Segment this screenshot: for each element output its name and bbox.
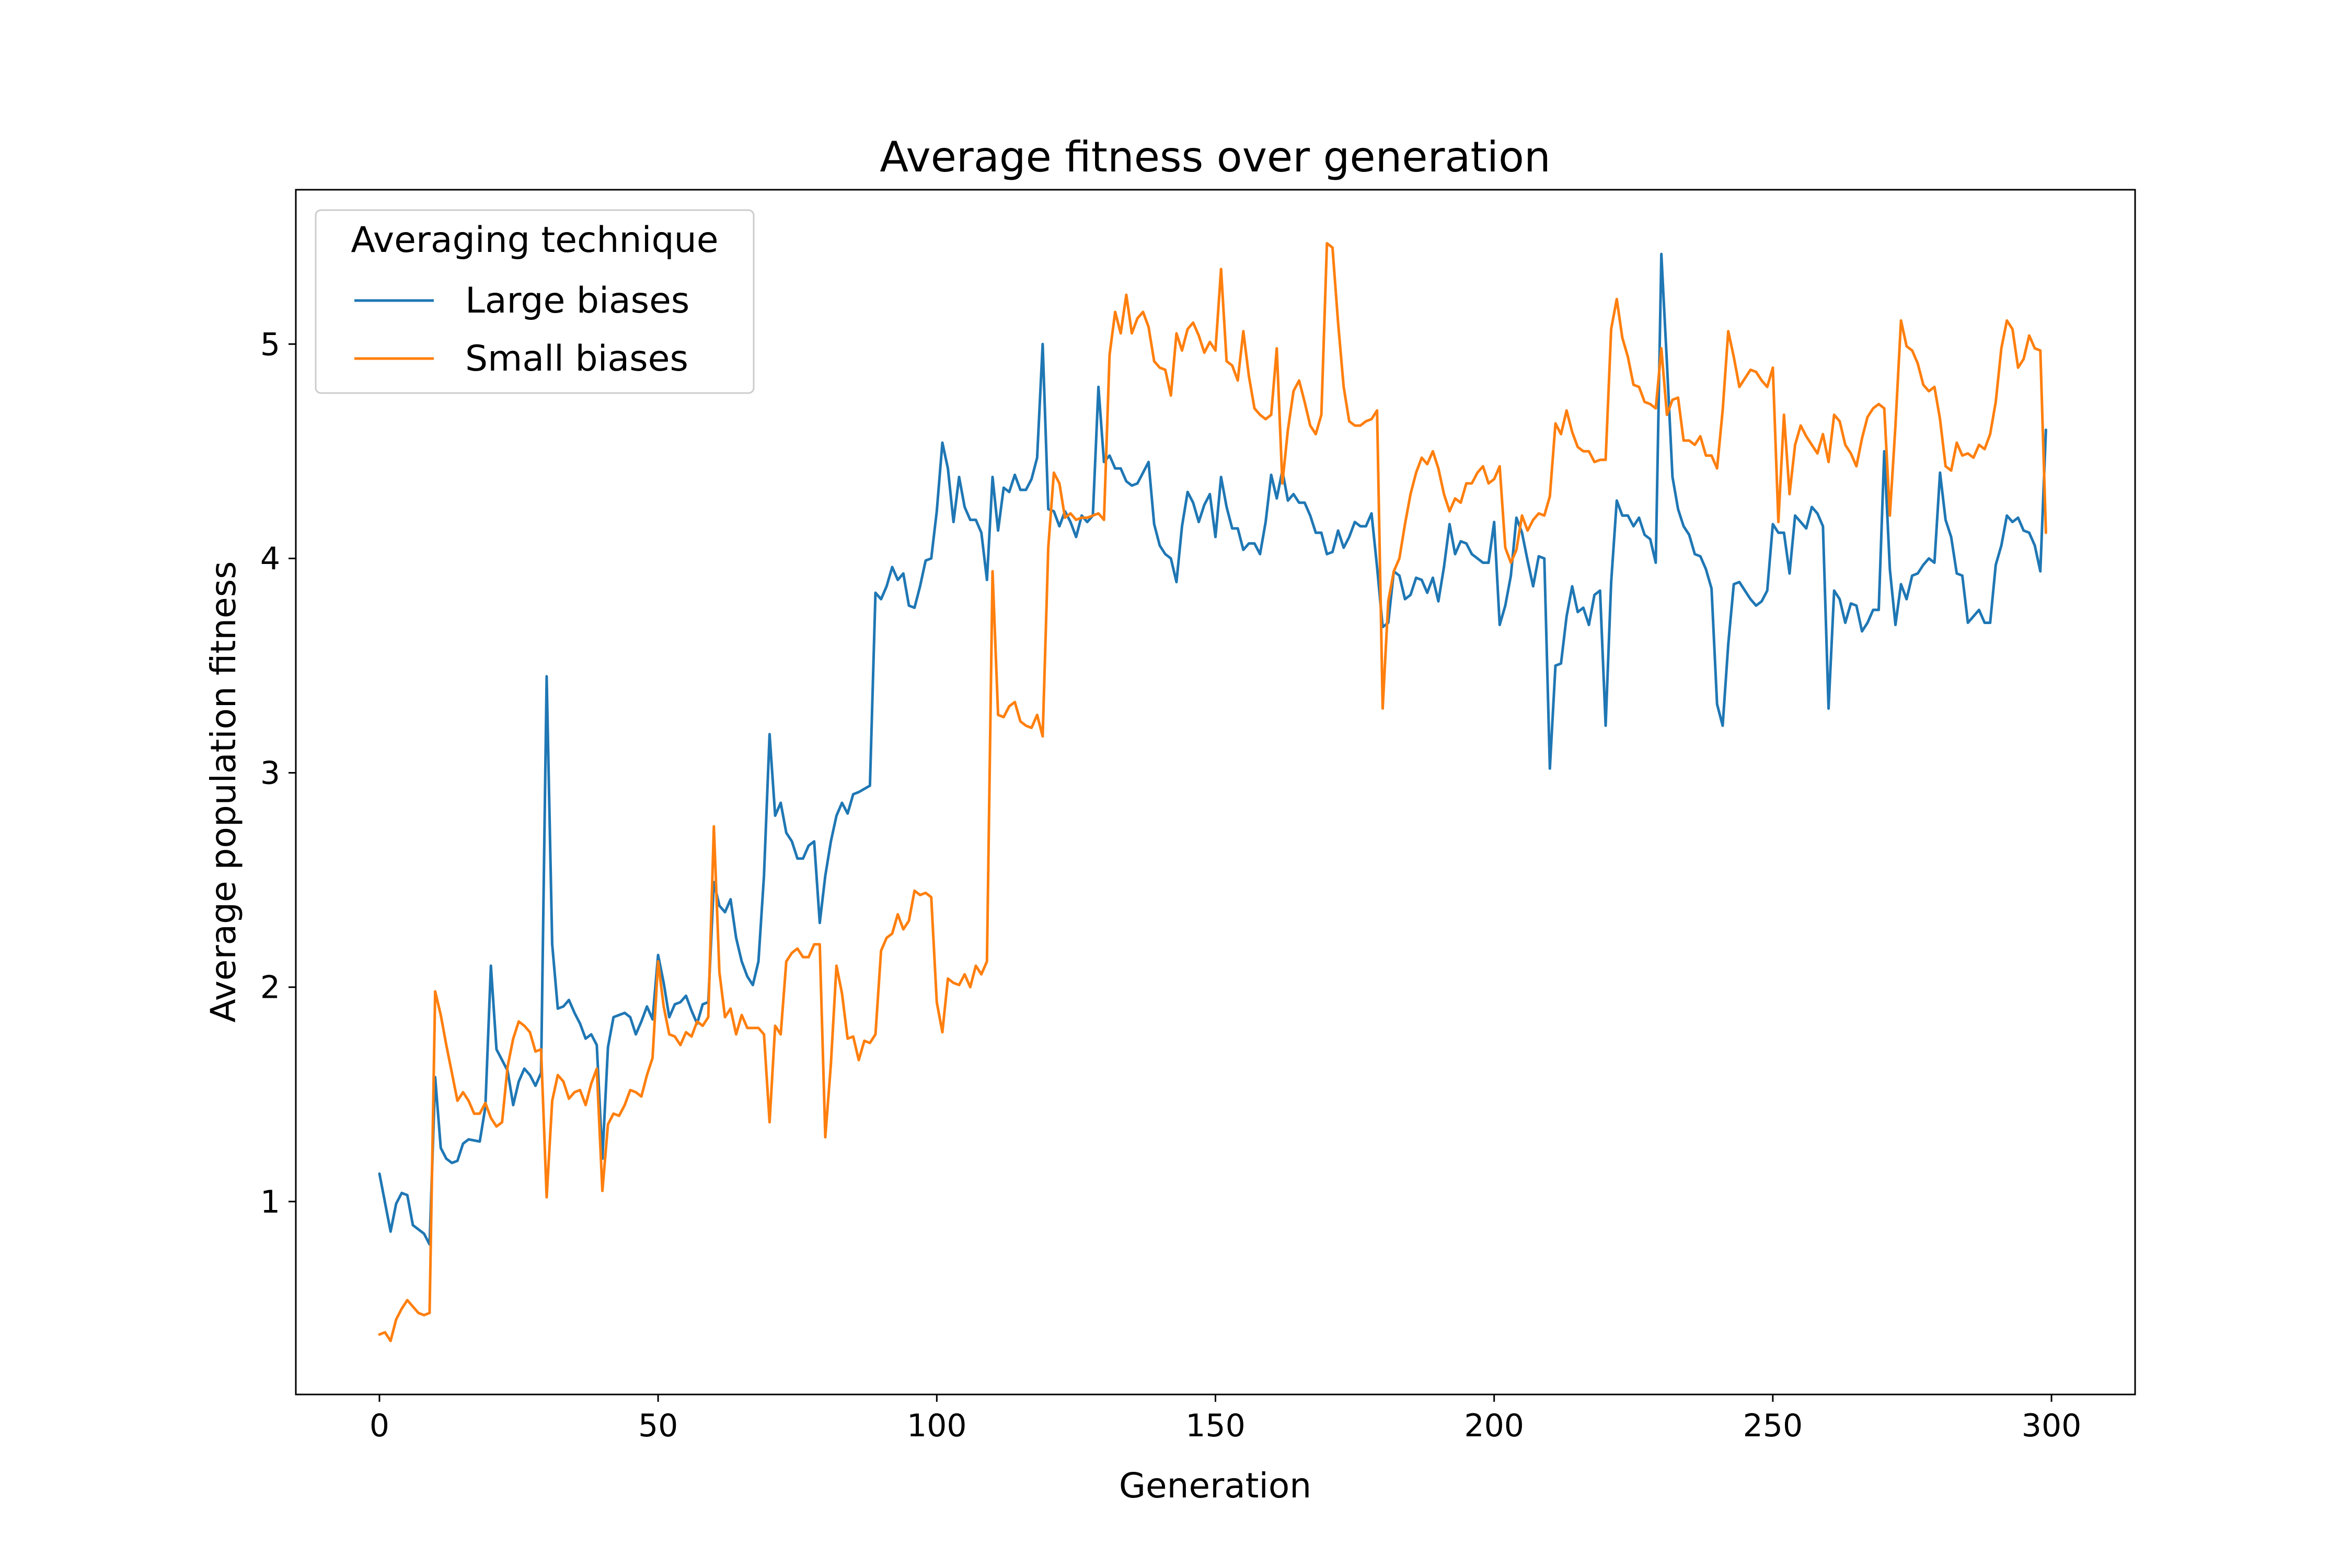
y-tick-label: 5	[260, 326, 280, 363]
x-axis-label: Generation	[1119, 1466, 1311, 1506]
x-tick-label: 200	[1464, 1408, 1524, 1444]
legend-label-large-biases: Large biases	[465, 280, 689, 321]
series-line-small-biases	[378, 242, 2047, 1342]
series-group	[378, 242, 2047, 1342]
y-axis: 1 2 3 4 5	[260, 326, 296, 1220]
y-tick-label: 1	[260, 1184, 280, 1220]
legend-title: Averaging technique	[351, 220, 718, 261]
x-tick-label: 100	[907, 1408, 967, 1444]
legend-box	[315, 209, 755, 394]
x-tick-label: 250	[1743, 1408, 1803, 1444]
y-tick-label: 3	[260, 755, 280, 792]
legend-label-small-biases: Small biases	[465, 338, 688, 379]
y-axis-label: Average population fitness	[203, 561, 244, 1023]
x-tick-label: 150	[1185, 1408, 1246, 1444]
x-axis: 0 50 100 150 200 250 300	[370, 1394, 2081, 1444]
x-tick-label: 300	[2022, 1408, 2082, 1444]
y-tick-label: 2	[260, 970, 280, 1006]
x-tick-label: 50	[638, 1408, 678, 1444]
chart-title: Average fitness over generation	[880, 133, 1550, 181]
series-line-large-biases	[378, 252, 2047, 1246]
x-tick-label: 0	[370, 1408, 389, 1444]
legend: Averaging technique Large biases Small b…	[315, 209, 755, 394]
y-tick-label: 4	[260, 540, 280, 577]
